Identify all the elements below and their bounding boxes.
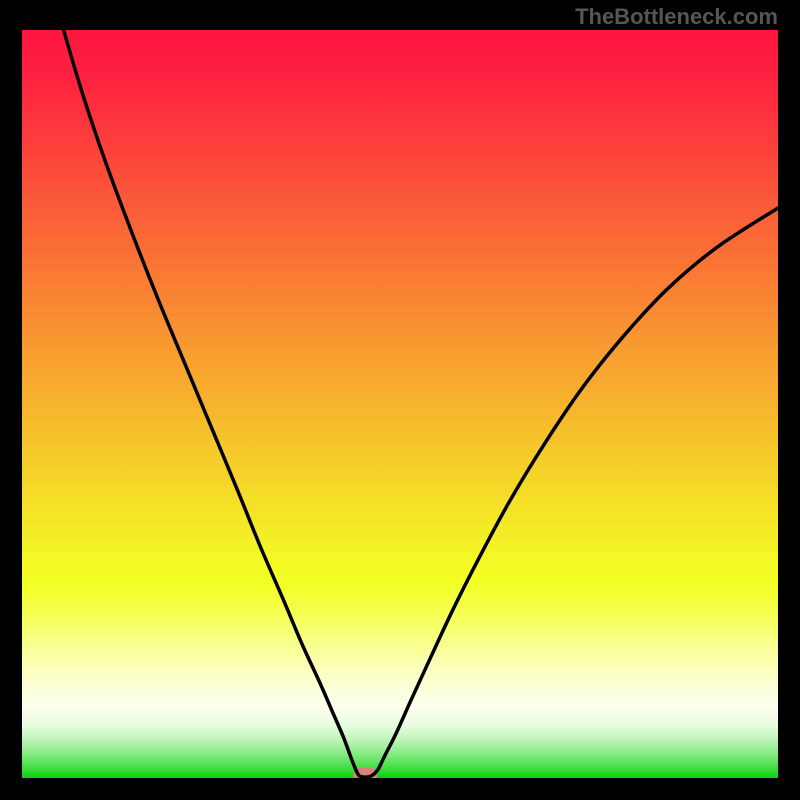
- chart-border-bottom: [0, 778, 800, 800]
- gradient-background: [22, 30, 778, 778]
- chart-border-left: [0, 0, 22, 800]
- chart-container: TheBottleneck.com: [0, 0, 800, 800]
- watermark-text: TheBottleneck.com: [575, 4, 778, 30]
- bottleneck-chart: [0, 0, 800, 800]
- chart-border-right: [778, 0, 800, 800]
